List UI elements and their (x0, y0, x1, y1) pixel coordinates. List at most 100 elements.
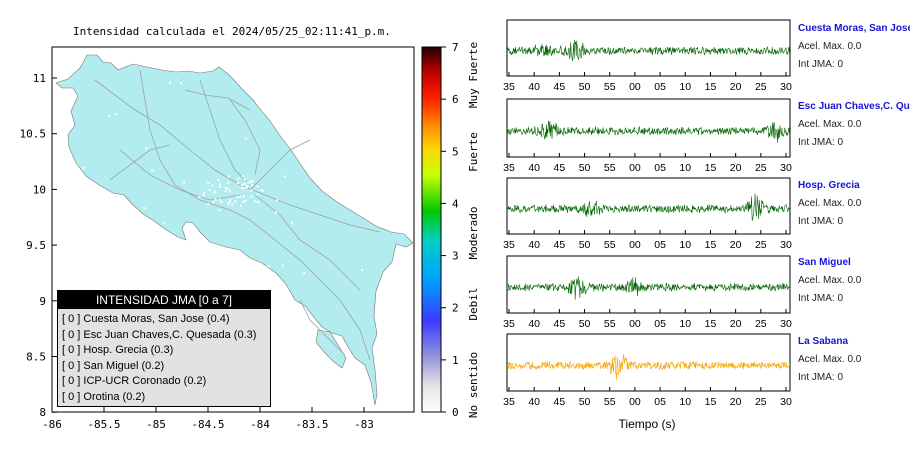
town-marker (115, 113, 118, 116)
town-marker (241, 183, 244, 186)
station-info: Esc Juan Chaves,C. Qu Acel. Max. 0.0 Int… (798, 98, 910, 152)
colorbar-ticks: 0 1 2 3 4 5 6 7 (441, 41, 459, 419)
road-network (94, 69, 381, 361)
map-y-tick-label: 10.5 (20, 128, 47, 141)
station-name[interactable]: La Sabana (798, 336, 849, 347)
town-marker (244, 199, 247, 202)
waveform-panel: 35 40 45 50 55 00 05 10 15 20 25 30 (503, 333, 792, 408)
waveform-x-tick-label: 45 (554, 239, 566, 251)
waveform-panel: 35 40 45 50 55 00 05 10 15 20 25 30 (503, 255, 792, 330)
station-name[interactable]: Hosp. Grecia (798, 180, 860, 191)
town-marker (274, 211, 277, 214)
town-marker (151, 169, 154, 172)
colorbar-tick-label: 2 (452, 302, 459, 315)
town-marker (173, 264, 176, 267)
waveform-x-tick-label: 00 (629, 239, 641, 251)
waveform-trace (506, 354, 791, 381)
town-marker (234, 200, 237, 203)
town-marker (249, 180, 252, 183)
town-marker (245, 137, 248, 140)
waveform-x-tick-label: 50 (579, 396, 591, 408)
town-marker (180, 82, 183, 85)
colorbar-tick-label: 3 (452, 250, 459, 263)
colorbar-tick-label: 0 (452, 406, 459, 419)
town-marker (254, 200, 257, 203)
map-y-tick-label: 10 (33, 183, 46, 196)
waveform-x-tick-label: 55 (604, 318, 616, 330)
colorbar-category-label: Muy Fuerte (467, 42, 480, 108)
station-info: Cuesta Moras, San Jose Acel. Max. 0.0 In… (798, 20, 910, 74)
town-marker (242, 195, 245, 198)
waveform-x-tick-label: 55 (604, 162, 616, 174)
station-name[interactable]: Cuesta Moras, San Jose (798, 23, 910, 34)
station-name[interactable]: San Miguel (798, 257, 851, 268)
waveform-x-tick-label: 00 (629, 81, 641, 93)
station-jma: Int JMA: 0 (798, 372, 844, 383)
colorbar-tick-label: 6 (452, 93, 459, 106)
town-marker (260, 189, 263, 192)
town-marker (198, 196, 201, 199)
station-name[interactable]: Esc Juan Chaves,C. Qu (798, 101, 910, 112)
town-marker (239, 204, 242, 207)
colorbar-tick-label: 4 (452, 197, 459, 210)
waveform-x-tick-label: 05 (654, 318, 666, 330)
waveform-x-tick-label: 50 (579, 239, 591, 251)
map-x-tick-label: -83.5 (295, 418, 328, 431)
town-marker (283, 175, 286, 178)
town-marker (183, 181, 186, 184)
legend-item: [ 0 ] Cuesta Moras, San Jose (0.4) (62, 313, 230, 325)
town-marker (229, 199, 232, 202)
town-marker (218, 209, 221, 212)
station-jma: Int JMA: 0 (798, 216, 844, 227)
town-marker (247, 181, 250, 184)
waveform-x-tick-label: 35 (503, 162, 515, 174)
map-x-tick-label: -85 (146, 418, 166, 431)
town-marker (285, 303, 288, 306)
station-max-accel: Acel. Max. 0.0 (798, 41, 862, 52)
town-marker (310, 349, 313, 352)
legend-item: [ 0 ] San Miguel (0.2) (62, 359, 165, 372)
waveform-x-tick-label: 45 (554, 81, 566, 93)
waveform-x-tick-label: 35 (503, 396, 515, 408)
town-marker (256, 193, 259, 196)
waveform-panel: 35 40 45 50 55 00 05 10 15 20 25 30 (503, 98, 792, 174)
town-marker (256, 185, 259, 188)
legend-item: [ 0 ] Esc Juan Chaves,C. Quesada (0.3) (62, 328, 257, 341)
town-marker (251, 184, 254, 187)
waveform-x-tick-label: 50 (579, 81, 591, 93)
waveform-x-tick-label: 45 (554, 162, 566, 174)
town-marker (250, 189, 253, 192)
colorbar-tick-label: 7 (452, 41, 459, 54)
town-marker (218, 186, 221, 189)
waveform-panel: 35 40 45 50 55 00 05 10 15 20 25 30 (503, 177, 792, 251)
waveform-x-tick-label: 55 (604, 396, 616, 408)
town-marker (212, 201, 215, 204)
town-marker (303, 271, 306, 274)
legend-list: [ 0 ] Cuesta Moras, San Jose (0.4) [ 0 ]… (62, 312, 270, 405)
waveform-x-tick-label: 55 (604, 81, 616, 93)
town-marker (312, 166, 315, 169)
town-marker (244, 178, 247, 181)
town-marker (207, 182, 210, 185)
station-jma: Int JMA: 0 (798, 137, 844, 148)
town-marker (231, 203, 234, 206)
waveform-x-tick-label: 20 (730, 162, 742, 174)
station-info: Hosp. Grecia Acel. Max. 0.0 Int JMA: 0 (798, 177, 861, 231)
waveform-x-tick-label: 15 (705, 318, 717, 330)
waveform-x-tick-label: 05 (654, 162, 666, 174)
waveform-x-tick-label: 15 (705, 396, 717, 408)
town-marker (163, 221, 166, 224)
town-marker (236, 195, 239, 198)
waveform-x-tick-label: 10 (679, 81, 691, 93)
waveform-x-tick-label: 20 (730, 239, 742, 251)
waveform-x-tick-label: 10 (679, 396, 691, 408)
town-marker (245, 185, 248, 188)
waveform-x-tick-label: 45 (554, 318, 566, 330)
town-marker (211, 184, 214, 187)
waveform-x-tick-label: 55 (604, 239, 616, 251)
town-marker (261, 189, 264, 192)
town-marker (228, 201, 231, 204)
town-marker (145, 147, 148, 150)
town-marker (169, 81, 172, 84)
town-marker (224, 187, 227, 190)
